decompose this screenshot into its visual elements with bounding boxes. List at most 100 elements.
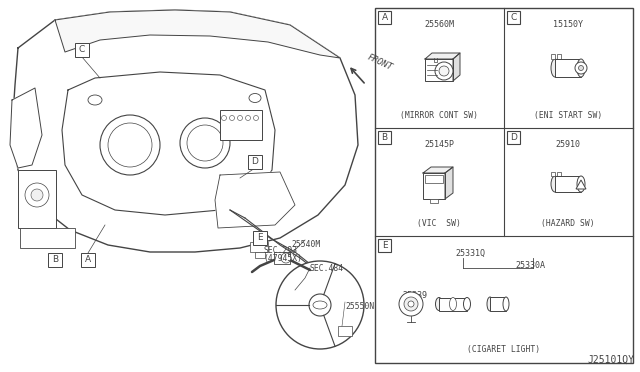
Polygon shape [453, 53, 460, 81]
Text: E: E [257, 234, 263, 243]
Bar [18, 170, 56, 228]
Circle shape [435, 62, 453, 80]
Text: 25550N: 25550N [345, 302, 374, 311]
Circle shape [439, 66, 449, 76]
Circle shape [246, 115, 250, 121]
Text: B: B [52, 256, 58, 264]
Bar [378, 239, 391, 252]
Text: B: B [381, 133, 388, 142]
Bar [430, 199, 438, 203]
Text: (47945X): (47945X) [263, 254, 302, 263]
Circle shape [100, 115, 160, 175]
Bar [425, 175, 443, 183]
Text: E: E [381, 241, 387, 250]
Text: C: C [79, 45, 85, 55]
Ellipse shape [503, 297, 509, 311]
Text: 25910: 25910 [556, 140, 580, 149]
Bar [250, 242, 268, 252]
Ellipse shape [551, 59, 559, 77]
Ellipse shape [435, 298, 442, 311]
Text: 25540M: 25540M [291, 240, 320, 249]
Bar [255, 252, 265, 258]
Circle shape [253, 115, 259, 121]
Bar [375, 8, 633, 363]
Polygon shape [445, 167, 453, 199]
Bar [378, 131, 391, 144]
Bar [551, 54, 555, 59]
Polygon shape [425, 53, 460, 59]
Text: D: D [252, 157, 259, 167]
Circle shape [230, 115, 234, 121]
Bar [48, 253, 62, 267]
Bar [274, 252, 290, 264]
Text: 25145P: 25145P [424, 140, 454, 149]
Bar [557, 54, 561, 59]
Polygon shape [423, 167, 453, 173]
Ellipse shape [449, 298, 456, 311]
Bar [253, 231, 267, 245]
Circle shape [187, 125, 223, 161]
Text: FRONT: FRONT [366, 52, 394, 72]
Circle shape [108, 123, 152, 167]
Text: 15150Y: 15150Y [553, 20, 583, 29]
Ellipse shape [88, 95, 102, 105]
Circle shape [25, 183, 49, 207]
Text: A: A [381, 13, 388, 22]
Text: J25101QY: J25101QY [587, 355, 634, 365]
Bar [338, 326, 352, 336]
Ellipse shape [463, 298, 470, 311]
Ellipse shape [487, 297, 493, 311]
Bar [81, 253, 95, 267]
Circle shape [276, 261, 364, 349]
Bar [507, 11, 520, 24]
Text: 25339: 25339 [403, 291, 428, 300]
Polygon shape [55, 10, 340, 58]
Circle shape [399, 292, 423, 316]
Ellipse shape [577, 176, 585, 192]
Bar [557, 172, 561, 176]
Circle shape [180, 118, 230, 168]
Text: D: D [510, 133, 517, 142]
Bar [425, 59, 453, 81]
Circle shape [281, 253, 291, 263]
Circle shape [404, 297, 418, 311]
Bar [75, 43, 89, 57]
Bar [378, 11, 391, 24]
Polygon shape [576, 180, 586, 189]
Ellipse shape [249, 93, 261, 103]
Bar [423, 173, 445, 199]
Ellipse shape [551, 176, 559, 192]
Circle shape [408, 301, 414, 307]
Text: 25330A: 25330A [515, 261, 545, 270]
Polygon shape [12, 10, 358, 252]
Circle shape [575, 62, 587, 74]
Text: 25331Q: 25331Q [455, 249, 485, 258]
Bar [490, 297, 506, 311]
Circle shape [309, 294, 331, 316]
Bar [220, 110, 262, 140]
Text: 25560M: 25560M [424, 20, 454, 29]
Bar [555, 176, 581, 192]
Circle shape [31, 189, 43, 201]
Text: SEC.484: SEC.484 [310, 264, 344, 273]
Bar [439, 298, 467, 311]
Bar [248, 155, 262, 169]
Text: SEC.293: SEC.293 [263, 246, 297, 255]
Text: (CIGARET LIGHT): (CIGARET LIGHT) [467, 345, 541, 354]
Bar [551, 172, 555, 176]
Polygon shape [62, 72, 275, 215]
Polygon shape [215, 172, 295, 228]
Bar [20, 228, 75, 248]
Text: (VIC  SW): (VIC SW) [417, 219, 461, 228]
Text: (MIRROR CONT SW): (MIRROR CONT SW) [400, 111, 478, 120]
Text: A: A [85, 256, 91, 264]
Circle shape [221, 115, 227, 121]
Ellipse shape [577, 59, 585, 77]
Ellipse shape [313, 301, 327, 309]
Bar [507, 131, 520, 144]
Text: C: C [510, 13, 516, 22]
Circle shape [237, 115, 243, 121]
Bar [555, 59, 581, 77]
Text: (HAZARD SW): (HAZARD SW) [541, 219, 595, 228]
Circle shape [579, 65, 584, 71]
